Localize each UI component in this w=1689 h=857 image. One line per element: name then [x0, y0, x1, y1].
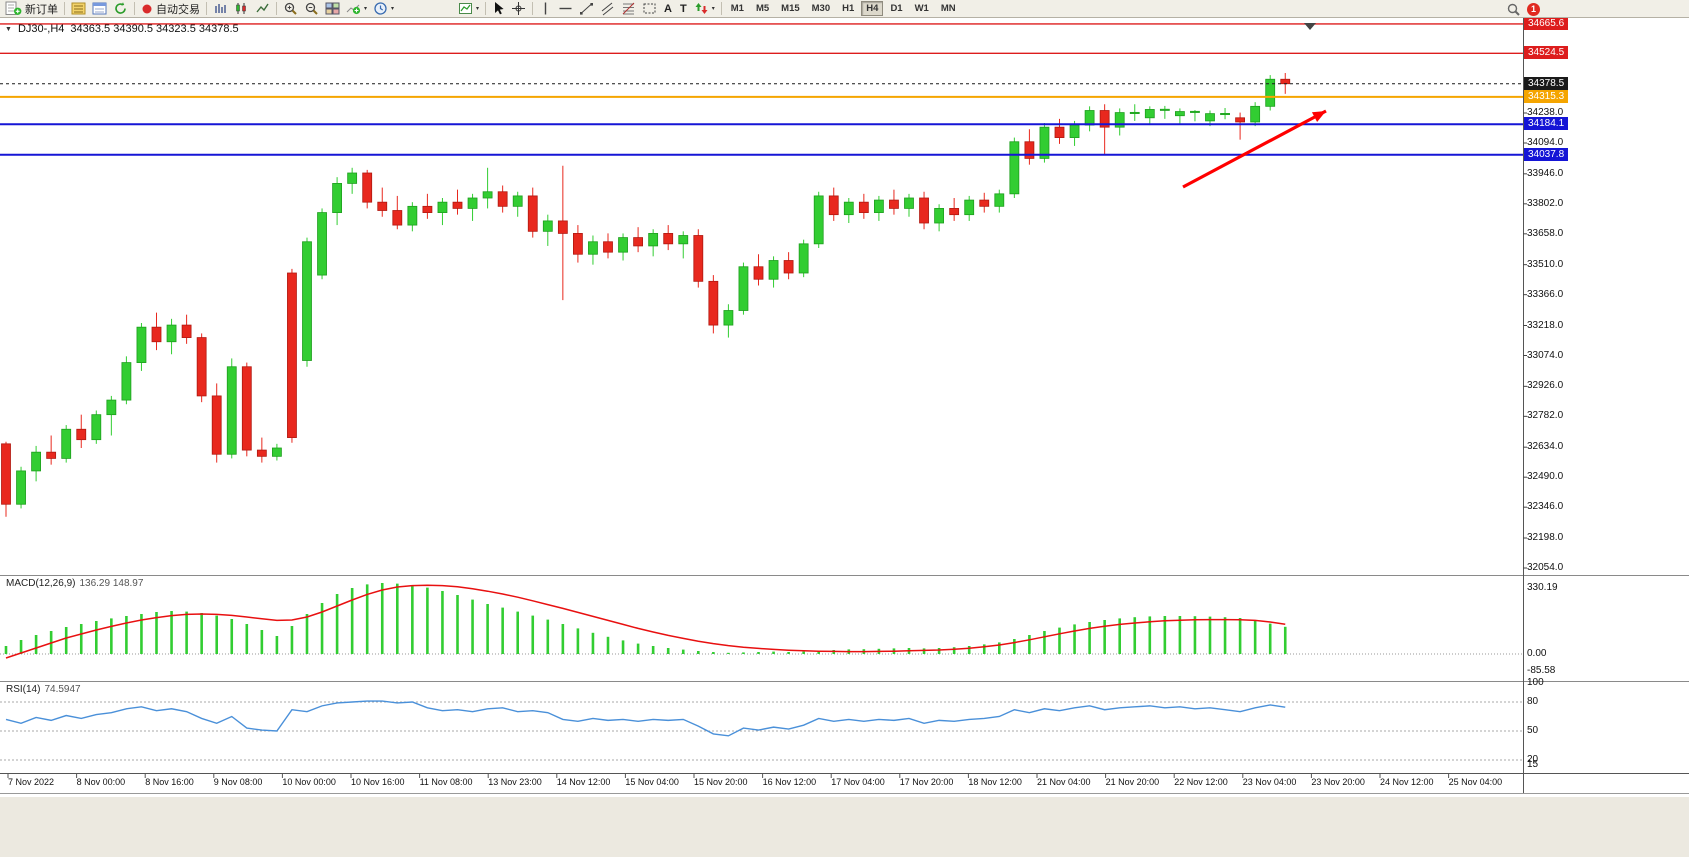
indicators-icon — [346, 4, 361, 15]
rsi-value: 74.5947 — [44, 684, 81, 695]
toolbar-separator — [276, 2, 277, 15]
market-watch-icon — [71, 2, 86, 15]
vertical-line-tool[interactable] — [536, 1, 555, 17]
equidistant-channel-icon — [601, 2, 614, 16]
crosshair-icon — [512, 2, 526, 15]
fibonacci-tool[interactable] — [618, 1, 639, 17]
macd-values: 136.29 148.97 — [79, 578, 144, 589]
chart-ohlc-values: 34363.5 34390.5 34323.5 34378.5 — [70, 23, 239, 35]
trendline-icon — [580, 3, 594, 15]
toolbar-separator — [206, 2, 207, 15]
timeframe-m30[interactable]: M30 — [811, 3, 831, 14]
templates-icon — [459, 3, 473, 14]
crosshair-button[interactable] — [508, 1, 529, 17]
templates-button[interactable]: ▾ — [455, 1, 482, 17]
annotations-layer[interactable] — [1182, 23, 1327, 189]
window-filler — [0, 797, 1689, 857]
chart-window[interactable] — [0, 18, 1689, 797]
macd-layer — [0, 583, 1523, 659]
toolbar-separator — [64, 2, 65, 15]
chart-line-button[interactable] — [252, 1, 273, 17]
zoom-out-button[interactable] — [301, 1, 322, 17]
new-order-button[interactable]: 新订单 — [2, 1, 61, 17]
zoom-in-button[interactable] — [280, 1, 301, 17]
dropdown-caret-icon: ▾ — [476, 6, 480, 12]
text-label-tool-icon: T — [680, 2, 687, 15]
chart-symbol-period: DJ30-,H4 — [17, 23, 65, 35]
timeframe-d1[interactable]: D1 — [890, 3, 903, 14]
horizontal-line-tool[interactable] — [555, 1, 576, 17]
cursor-icon — [495, 2, 504, 15]
strategy-tester-button[interactable] — [110, 1, 131, 17]
timeframe-m1[interactable]: M1 — [730, 3, 744, 14]
text-label-tool[interactable]: T — [676, 1, 691, 17]
timeframe-w1[interactable]: W1 — [914, 3, 929, 14]
chart-title: ▼ DJ30-,H4 34363.5 34390.5 34323.5 34378… — [5, 23, 239, 35]
chart-bars-button[interactable] — [210, 1, 231, 17]
timeframe-mn[interactable]: MN — [940, 3, 956, 14]
dropdown-caret-icon: ▾ — [391, 6, 395, 12]
candlestick-chart-icon — [236, 3, 246, 14]
toolbar-separator — [532, 2, 534, 15]
zoom-out-icon — [305, 2, 318, 15]
timeframe-h4[interactable]: H4 — [861, 1, 884, 16]
cursor-button[interactable] — [489, 1, 508, 17]
autotrading-label: 自动交易 — [156, 3, 200, 16]
tile-windows-button[interactable] — [322, 1, 343, 17]
text-tool-icon: A — [664, 2, 672, 15]
indicators-button[interactable]: ▾ — [343, 1, 370, 17]
data-window-icon — [92, 2, 107, 15]
arrows-icon — [695, 3, 708, 14]
autotrading-icon — [142, 4, 152, 13]
dropdown-caret-icon: ▾ — [711, 6, 715, 12]
trend-arrow-head — [1311, 111, 1326, 122]
rsi-indicator-label: RSI(14) 74.5947 — [6, 684, 81, 695]
rsi-name: RSI(14) — [6, 684, 41, 695]
data-window-button[interactable] — [89, 1, 110, 17]
trend-arrow[interactable] — [1182, 109, 1327, 189]
autotrading-button[interactable]: 自动交易 — [138, 1, 203, 17]
timeframe-h1[interactable]: H1 — [842, 3, 855, 14]
timeframe-m5[interactable]: M5 — [755, 3, 770, 14]
tile-windows-icon — [325, 2, 340, 15]
shapes-tool[interactable] — [639, 1, 660, 17]
periods-button[interactable]: ▾ — [370, 1, 397, 17]
arrows-tool[interactable]: ▾ — [691, 1, 718, 17]
market-watch-button[interactable] — [68, 1, 89, 17]
trendline-tool[interactable] — [576, 1, 597, 17]
toolbar-separator — [485, 2, 487, 15]
clock-icon — [374, 2, 387, 15]
dropdown-caret-icon: ▾ — [364, 6, 368, 12]
bar-chart-icon — [215, 4, 226, 13]
zoom-in-icon — [284, 2, 297, 15]
toolbar-separator — [134, 2, 135, 15]
new-order-icon — [5, 1, 22, 15]
line-chart-icon — [256, 3, 269, 13]
rsi-layer — [0, 700, 1523, 761]
toolbar-separator — [720, 2, 722, 15]
main-toolbar: 新订单 自动交易 — [0, 0, 1689, 18]
candles-layer — [1, 73, 1291, 517]
fibonacci-icon — [622, 2, 635, 15]
chart-shift-marker[interactable] — [1304, 23, 1316, 30]
macd-name: MACD(12,26,9) — [6, 578, 76, 589]
strategy-tester-icon — [115, 2, 126, 14]
horizontal-line-icon — [559, 7, 572, 10]
channel-tool[interactable] — [597, 1, 618, 17]
text-tool[interactable]: A — [660, 1, 676, 17]
vertical-line-icon — [544, 2, 547, 15]
symbol-dropdown-icon[interactable]: ▼ — [5, 25, 12, 33]
timeframe-m15[interactable]: M15 — [781, 3, 800, 14]
search-icon[interactable] — [1506, 2, 1521, 17]
macd-indicator-label: MACD(12,26,9) 136.29 148.97 — [6, 578, 143, 589]
chart-candles-button[interactable] — [231, 1, 252, 17]
shapes-icon — [643, 3, 656, 14]
horizontal-level-lines[interactable] — [0, 23, 1523, 156]
notification-badge[interactable]: 1 — [1527, 2, 1540, 16]
new-order-label: 新订单 — [25, 3, 58, 16]
